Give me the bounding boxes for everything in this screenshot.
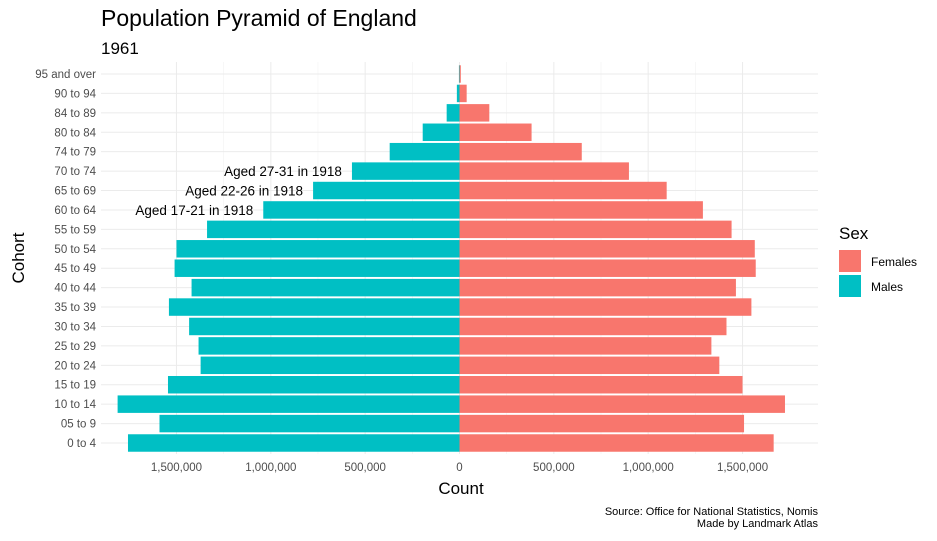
bar-females <box>459 84 467 103</box>
x-axis-label: Count <box>438 479 484 498</box>
bar-females <box>459 259 756 277</box>
legend-key-females <box>839 250 861 272</box>
bar-females <box>459 201 703 219</box>
bar-males <box>351 162 460 180</box>
bar-females <box>459 104 490 122</box>
legend-title: Sex <box>839 224 869 243</box>
bar-females <box>459 123 532 142</box>
bar-males <box>200 356 460 375</box>
x-tick-label: 1,000,000 <box>245 462 296 474</box>
legend-label-females: Females <box>871 255 917 269</box>
x-axis-tick-labels: 1,500,000 1,000,000 500,000 0 500,000 1,000,0… <box>151 462 768 474</box>
y-tick-label: 55 to 59 <box>54 224 96 236</box>
x-tick-label: 500,000 <box>344 462 386 474</box>
legend: Sex Females Males <box>839 224 917 297</box>
y-tick-label: 25 to 29 <box>54 341 96 353</box>
y-tick-label: 05 to 9 <box>61 419 96 431</box>
y-tick-label: 84 to 89 <box>54 108 96 120</box>
bar-females <box>459 395 785 413</box>
bar-females <box>459 375 743 394</box>
y-tick-label: 65 to 69 <box>54 186 96 198</box>
chart-subtitle: 1961 <box>101 39 139 58</box>
y-tick-label: 90 to 94 <box>54 88 96 100</box>
bar-males <box>117 395 460 413</box>
bar-females <box>459 162 629 180</box>
bar-females <box>459 298 752 316</box>
caption: Source: Office for National Statistics, … <box>605 506 819 530</box>
y-tick-label: 40 to 44 <box>54 283 96 295</box>
y-tick-label: 30 to 34 <box>54 321 96 333</box>
y-tick-label: 15 to 19 <box>54 380 96 392</box>
bar-males <box>176 240 460 258</box>
annotations: Aged 27-31 in 1918 Aged 22-26 in 1918 Aged… <box>135 164 342 218</box>
bar-females <box>459 278 736 297</box>
caption-source: Source: Office for National Statistics, … <box>605 506 819 518</box>
bar-males <box>127 434 460 452</box>
legend-label-males: Males <box>871 280 903 294</box>
y-tick-label: 74 to 79 <box>54 147 96 159</box>
annotation-label: Aged 17-21 in 1918 <box>135 203 253 218</box>
y-tick-label: 0 to 4 <box>67 438 96 450</box>
y-tick-label: 35 to 39 <box>54 302 96 314</box>
annotation-label: Aged 27-31 in 1918 <box>224 164 342 179</box>
legend-key-males <box>839 275 861 297</box>
bar-males <box>189 317 460 336</box>
y-tick-label: 20 to 24 <box>54 360 96 372</box>
bars <box>117 65 785 452</box>
bar-males <box>167 375 460 394</box>
bar-males <box>207 220 460 239</box>
y-tick-label: 95 and over <box>35 69 96 81</box>
bar-males <box>389 142 460 161</box>
y-tick-label: 70 to 74 <box>54 166 96 178</box>
bar-females <box>459 220 732 239</box>
x-tick-label: 1,500,000 <box>151 462 202 474</box>
caption-credit: Made by Landmark Atlas <box>697 518 819 530</box>
bar-males <box>159 414 460 433</box>
bar-females <box>459 181 667 200</box>
x-tick-label: 1,500,000 <box>717 462 768 474</box>
y-axis-label: Cohort <box>9 232 28 283</box>
x-tick-label: 500,000 <box>533 462 575 474</box>
bar-females <box>459 317 727 336</box>
x-tick-label: 0 <box>456 462 462 474</box>
bar-females <box>459 142 582 161</box>
bar-females <box>459 356 720 375</box>
bar-males <box>313 181 460 200</box>
bar-males <box>456 84 460 103</box>
bar-females <box>459 65 461 83</box>
bar-females <box>459 337 712 355</box>
bar-females <box>459 240 755 258</box>
bar-females <box>459 414 745 433</box>
annotation-label: Aged 22-26 in 1918 <box>185 184 303 199</box>
bar-females <box>459 434 774 452</box>
y-axis-tick-labels: 0 to 4 05 to 9 10 to 14 15 to 19 20 to 24 25 … <box>35 69 96 450</box>
y-tick-label: 50 to 54 <box>54 244 96 256</box>
bar-males <box>458 65 460 83</box>
bar-males <box>446 104 460 122</box>
y-tick-label: 45 to 49 <box>54 263 96 275</box>
bar-males <box>263 201 460 219</box>
bar-males <box>422 123 460 142</box>
y-tick-label: 60 to 64 <box>54 205 96 217</box>
bar-males <box>174 259 460 277</box>
bar-males <box>191 278 460 297</box>
x-tick-label: 1,000,000 <box>623 462 674 474</box>
bar-males <box>168 298 460 316</box>
y-tick-label: 10 to 14 <box>54 399 96 411</box>
bar-males <box>198 337 460 355</box>
chart-title: Population Pyramid of England <box>101 5 417 31</box>
y-tick-label: 80 to 84 <box>54 127 96 139</box>
